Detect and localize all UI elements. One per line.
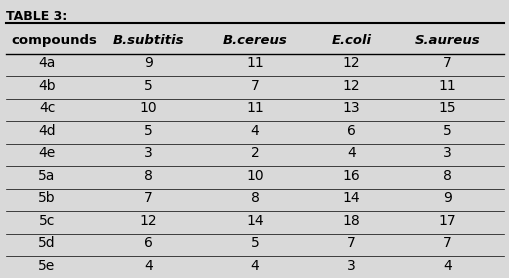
Text: 3: 3 (144, 146, 153, 160)
Text: 16: 16 (342, 169, 359, 183)
Text: 12: 12 (139, 214, 157, 228)
Text: 4: 4 (250, 259, 259, 273)
Text: 7: 7 (250, 79, 259, 93)
Text: 3: 3 (442, 146, 451, 160)
Text: 15: 15 (438, 101, 456, 115)
Text: 10: 10 (246, 169, 263, 183)
Text: 11: 11 (438, 79, 456, 93)
Text: 2: 2 (250, 146, 259, 160)
Text: 4: 4 (346, 146, 355, 160)
Text: 5d: 5d (38, 236, 56, 250)
Text: 7: 7 (442, 56, 451, 70)
Text: 14: 14 (246, 214, 263, 228)
Text: 4c: 4c (39, 101, 55, 115)
Text: S.aureus: S.aureus (414, 34, 479, 47)
Text: 14: 14 (342, 191, 359, 205)
Text: 5e: 5e (38, 259, 55, 273)
Text: 7: 7 (144, 191, 153, 205)
Text: 12: 12 (342, 79, 359, 93)
Text: 8: 8 (250, 191, 259, 205)
Text: 4e: 4e (38, 146, 55, 160)
Text: 12: 12 (342, 56, 359, 70)
Text: 17: 17 (438, 214, 456, 228)
Text: 13: 13 (342, 101, 359, 115)
Text: 5c: 5c (39, 214, 55, 228)
Text: 5: 5 (442, 124, 451, 138)
Text: 4a: 4a (38, 56, 55, 70)
Text: 6: 6 (346, 124, 355, 138)
Text: E.coli: E.coli (331, 34, 371, 47)
Text: 4d: 4d (38, 124, 56, 138)
Text: B.subtitis: B.subtitis (112, 34, 184, 47)
Text: 5: 5 (250, 236, 259, 250)
Text: 5b: 5b (38, 191, 56, 205)
Text: 3: 3 (346, 259, 355, 273)
Text: 10: 10 (139, 101, 157, 115)
Text: 4: 4 (442, 259, 451, 273)
Text: 4b: 4b (38, 79, 56, 93)
Text: 7: 7 (346, 236, 355, 250)
Text: 11: 11 (246, 56, 263, 70)
Text: 5: 5 (144, 79, 153, 93)
Text: 11: 11 (246, 101, 263, 115)
Text: 4: 4 (144, 259, 153, 273)
Text: 8: 8 (442, 169, 451, 183)
Text: 6: 6 (144, 236, 153, 250)
Text: 9: 9 (144, 56, 153, 70)
Text: 9: 9 (442, 191, 451, 205)
Text: 18: 18 (342, 214, 359, 228)
Text: 4: 4 (250, 124, 259, 138)
Text: 5a: 5a (38, 169, 55, 183)
Text: 7: 7 (442, 236, 451, 250)
Text: TABLE 3:: TABLE 3: (7, 10, 68, 23)
Text: compounds: compounds (12, 34, 97, 47)
Text: 8: 8 (144, 169, 153, 183)
Text: 5: 5 (144, 124, 153, 138)
Text: B.cereus: B.cereus (222, 34, 287, 47)
